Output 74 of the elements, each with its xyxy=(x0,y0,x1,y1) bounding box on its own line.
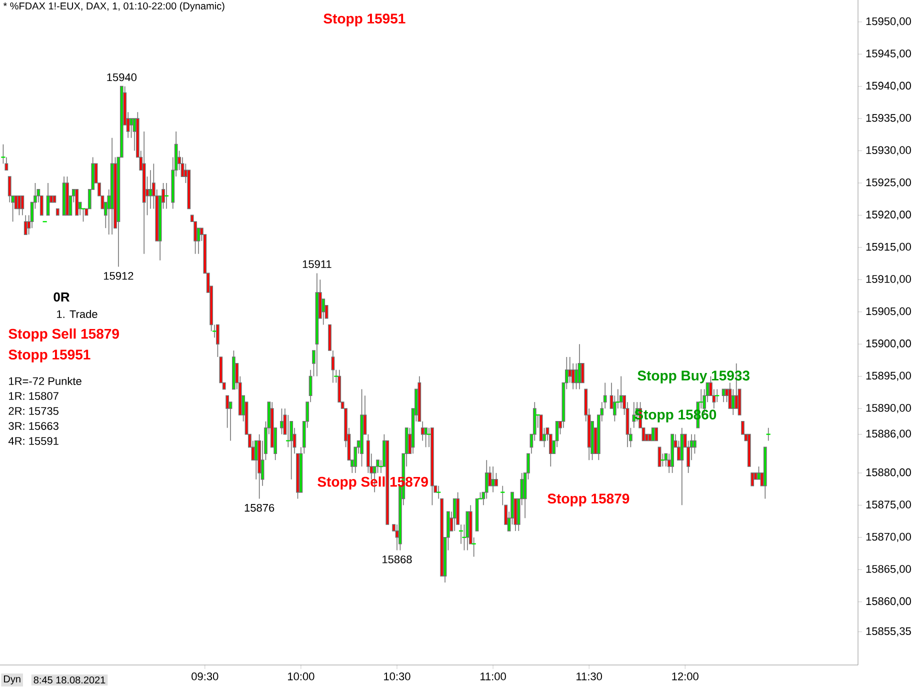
annotation: 15911 xyxy=(302,260,332,268)
candlestick xyxy=(484,460,488,500)
candlestick xyxy=(254,440,258,480)
y-tick-label: 15930,00 xyxy=(866,146,911,156)
y-tick-label: 15865,00 xyxy=(866,565,911,574)
y-tick-label: 15905,00 xyxy=(866,307,911,316)
candlestick xyxy=(20,195,24,216)
y-tick-label: 15860,00 xyxy=(866,597,911,606)
candlestick xyxy=(580,363,584,384)
candlestick xyxy=(280,408,284,435)
candlestick xyxy=(578,344,582,390)
candlestick xyxy=(750,472,754,486)
candlestick xyxy=(658,446,662,467)
candlestick xyxy=(424,427,428,448)
y-tick-label: 15935,00 xyxy=(866,114,911,124)
x-tick-label: 09:30 xyxy=(192,672,218,680)
y-tick-label: 15886,00 xyxy=(866,430,911,439)
text: Dyn xyxy=(4,676,20,684)
annotation: 3R: 15663 xyxy=(8,422,58,430)
annotation: 15912 xyxy=(104,272,134,280)
candlestick xyxy=(24,214,28,235)
y-tick-label: 15895,00 xyxy=(866,372,911,381)
candlestick xyxy=(574,363,578,390)
y-tick-label: 15870,00 xyxy=(866,532,911,542)
annotation: 1R: 15807 xyxy=(9,392,58,400)
candlestick xyxy=(568,356,572,384)
candlestick xyxy=(654,427,658,442)
annotation: Stopp 15951 xyxy=(8,350,90,362)
candlestick xyxy=(226,395,229,428)
annotation: 2R: 15735 xyxy=(8,407,58,415)
y-tick-label: 15915,00 xyxy=(866,242,911,252)
candlestick xyxy=(8,176,12,203)
y-tick-label: 15945,00 xyxy=(866,50,911,59)
candlestick xyxy=(46,182,50,216)
x-tick-label: 10:00 xyxy=(288,672,314,680)
annotation: Stopp 15879 xyxy=(548,494,630,506)
candlestick xyxy=(0,144,6,164)
y-tick-label: 15910,00 xyxy=(866,275,911,284)
annotation: 15940 xyxy=(107,73,137,82)
annotation: Stopp 15951 xyxy=(324,14,406,26)
candlestick xyxy=(130,118,133,138)
y-tick-label: 15890,00 xyxy=(866,404,911,414)
candlestick xyxy=(651,427,655,442)
candlestick xyxy=(452,498,456,532)
y-tick-label: 15855,35 xyxy=(866,627,911,636)
x-tick-label: 11:30 xyxy=(576,672,602,680)
candlestick xyxy=(731,388,735,416)
candlestick xyxy=(376,460,380,474)
annotation: Stopp Sell 15879 xyxy=(8,328,119,342)
candlestick xyxy=(619,376,623,409)
y-tick-label: 15925,00 xyxy=(866,178,911,188)
x-tick-label: 12:00 xyxy=(672,672,698,680)
annotation: 1R=-72 Punkte xyxy=(9,376,82,386)
annotation: 15868 xyxy=(382,555,412,564)
y-tick-label: 15940,00 xyxy=(866,82,911,91)
candlestick xyxy=(148,170,152,210)
annotation: 15876 xyxy=(244,504,274,512)
y-tick-label: 15900,00 xyxy=(866,340,911,349)
text: 8:45 18.08.2021 xyxy=(34,676,106,684)
y-tick-label: 15880,00 xyxy=(866,468,911,478)
annotation: 1. Trade xyxy=(57,310,98,318)
chart-title: * %FDAX 1!-EUX, DAX, 1, 01:10-22:00 (Dynamic) xyxy=(3,2,224,12)
candlestick xyxy=(18,195,21,216)
y-tick-label: 15950,00 xyxy=(866,17,911,26)
candlestick xyxy=(494,472,498,486)
y-tick-label: 15875,00 xyxy=(866,500,911,510)
x-tick-label: 11:00 xyxy=(480,672,506,680)
candlestick xyxy=(693,434,696,454)
annotation: 0R xyxy=(54,292,70,302)
candlestick xyxy=(4,156,8,170)
y-tick-label: 15920,00 xyxy=(866,210,911,220)
annotation: 4R: 15591 xyxy=(8,437,58,445)
x-tick-label: 10:30 xyxy=(384,672,410,680)
candlestick xyxy=(632,402,636,428)
